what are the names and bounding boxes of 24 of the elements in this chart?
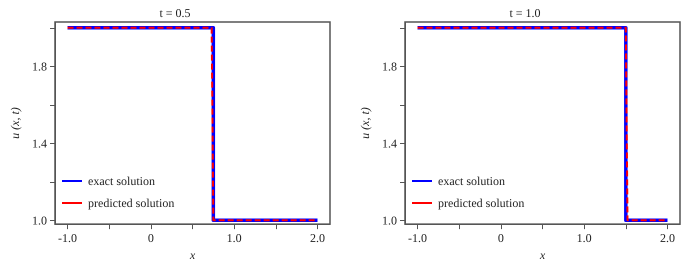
x-tick-label: -1.0 <box>58 231 77 246</box>
x-tick-label: -1.0 <box>408 231 427 246</box>
x-tick-label: 2.0 <box>660 231 675 246</box>
x-tick-label: 2.0 <box>310 231 325 246</box>
y-tick-label: 1.0 <box>382 213 397 228</box>
y-tick-label: 1.4 <box>32 136 47 150</box>
y-tick-label: 1.4 <box>382 136 397 150</box>
y-axis-title: u (x, t) <box>358 107 372 139</box>
legend-label: exact solution <box>88 174 155 188</box>
x-axis-title: x <box>538 248 546 262</box>
x-tick-label: 1.0 <box>576 231 592 246</box>
legend-label: predicted solution <box>438 196 524 210</box>
y-tick-label: 1.8 <box>382 59 397 74</box>
y-tick-label: 1.0 <box>32 213 47 228</box>
y-axis-title: u (x, t) <box>8 107 22 139</box>
chart-title: t = 0.5 <box>159 6 191 20</box>
legend-label: exact solution <box>438 174 505 188</box>
x-axis-title: x <box>188 248 196 262</box>
legend-label: predicted solution <box>88 196 174 210</box>
x-tick-label: 1.0 <box>226 231 242 246</box>
x-tick-label: 0 <box>148 231 154 246</box>
chart-title: t = 1.0 <box>509 6 541 20</box>
y-tick-label: 1.8 <box>32 59 47 74</box>
x-tick-label: 0 <box>498 231 504 246</box>
